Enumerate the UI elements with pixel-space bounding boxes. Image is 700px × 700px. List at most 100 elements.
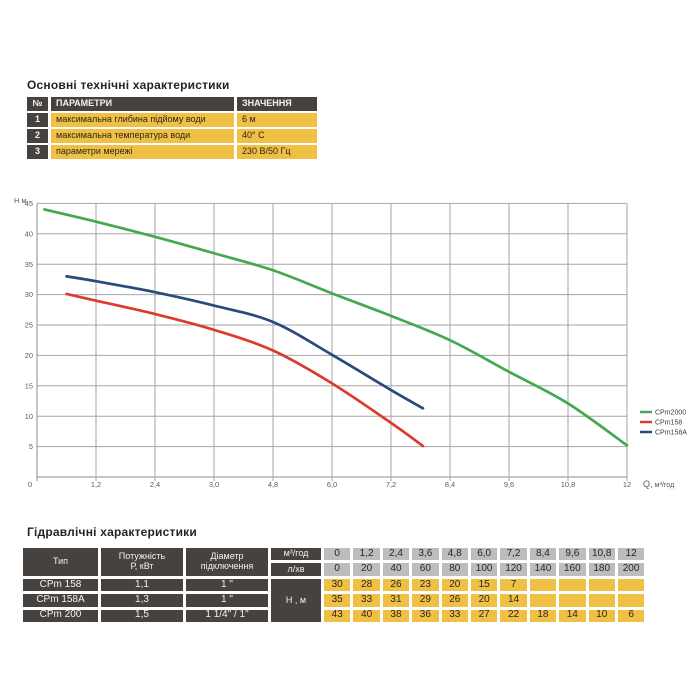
- hyd-head-value: 15: [470, 579, 498, 592]
- x-tick-label: 2,4: [150, 480, 160, 489]
- y-tick-label: 25: [25, 321, 33, 330]
- x-tick-label: 6,0: [327, 480, 337, 489]
- hyd-column-header: Потужність Р, кВт: [101, 548, 183, 576]
- hyd-pump-power: 1,1: [101, 579, 183, 592]
- hyd-flow-value: 1,2: [353, 548, 380, 561]
- hyd-head-value: [529, 578, 557, 592]
- hyd-flow-value: 4,8: [441, 548, 468, 561]
- hyd-head-value: 7: [500, 579, 527, 592]
- hyd-head-value: 26: [382, 579, 410, 592]
- hyd-head-value: 38: [382, 609, 410, 622]
- hyd-flow-value: 10,8: [588, 548, 615, 561]
- y-tick-label: 15: [25, 381, 33, 390]
- hyd-flow-value: 180: [588, 563, 615, 576]
- y-tick-label: 30: [25, 290, 33, 299]
- hyd-head-value: [559, 578, 586, 592]
- hyd-flow-unit-m3h: м³/год: [271, 548, 321, 561]
- hyd-head-value: 20: [441, 579, 468, 592]
- technical-table: № ПАРАМЕТРИ ЗНАЧЕННЯ 1 максимальна глибина п…: [27, 97, 317, 159]
- hyd-flow-value: 8,4: [529, 548, 557, 561]
- hyd-pump-diameter: 1 ": [186, 594, 268, 607]
- hyd-head-value: 27: [470, 609, 498, 622]
- hyd-head-value: 20: [470, 594, 498, 607]
- y-tick-label: 45: [25, 199, 33, 208]
- hyd-head-value: 31: [382, 594, 410, 607]
- hyd-head-value: 28: [353, 579, 380, 592]
- hyd-head-value: 23: [412, 579, 439, 592]
- hydraulic-section-title: Гідравлічні характеристики: [27, 525, 197, 539]
- hyd-pump-type: CPm 200: [23, 609, 98, 622]
- x-tick-label: 1,2: [91, 480, 101, 489]
- tech-row-value: 6 м: [237, 113, 317, 127]
- hyd-head-value: 30: [324, 579, 351, 592]
- tech-row-number: 3: [27, 145, 48, 159]
- hyd-flow-value: 20: [353, 563, 380, 576]
- y-tick-label: 35: [25, 260, 33, 269]
- hyd-pump-power: 1,5: [101, 609, 183, 622]
- hyd-flow-value: 3,6: [412, 548, 439, 561]
- hyd-flow-value: 200: [617, 563, 645, 576]
- hyd-head-value: 40: [353, 609, 380, 622]
- hyd-head-value: 36: [412, 609, 439, 622]
- hyd-pump-power: 1,3: [101, 594, 183, 607]
- hyd-head-value: 35: [324, 594, 351, 607]
- tech-row-parameter: максимальна температура води: [51, 129, 234, 143]
- hyd-pump-type: CPm 158A: [23, 594, 98, 607]
- x-tick-label: 10,8: [561, 480, 575, 489]
- tech-row-value: 230 В/50 Гц: [237, 145, 317, 159]
- pump-curves-chart: 5 10 15 20 25 30 35 40 45 0 1,2 2,4 3,0 4,8 6,0 7,2 8,4 9…: [0, 190, 700, 510]
- hyd-flow-value: 12: [617, 548, 645, 561]
- hyd-head-value: 43: [324, 609, 351, 622]
- x-axis-title: Q, м³/год: [643, 479, 675, 489]
- y-tick-label: 20: [25, 351, 33, 360]
- hyd-pump-diameter: 1 ": [186, 579, 268, 592]
- hyd-head-value: 6: [617, 609, 645, 622]
- hyd-head-value: 33: [353, 594, 380, 607]
- hyd-flow-value: 7,2: [500, 548, 527, 561]
- tech-header-parameter: ПАРАМЕТРИ: [51, 97, 234, 111]
- hyd-flow-value: 80: [441, 563, 468, 576]
- hyd-flow-value: 100: [470, 563, 498, 576]
- tech-header-number: №: [27, 97, 48, 111]
- x-tick-label: 9,6: [504, 480, 514, 489]
- technical-section-title: Основні технічні характеристики: [27, 78, 230, 92]
- tech-row-value: 40° С: [237, 129, 317, 143]
- y-tick-label: 10: [25, 412, 33, 421]
- curve-CPm2000: [43, 208, 629, 447]
- hyd-head-value: [588, 594, 615, 607]
- hyd-pump-diameter: 1 1/4" / 1": [186, 609, 268, 622]
- hyd-flow-value: 2,4: [382, 548, 410, 561]
- tech-row-number: 2: [27, 129, 48, 143]
- x-tick-label: 12: [623, 480, 631, 489]
- pump-curves-svg: 5 10 15 20 25 30 35 40 45 0 1,2 2,4 3,0 4,8 6,0 7,2 8,4 9…: [14, 196, 687, 489]
- hyd-head-value: [559, 594, 586, 607]
- curve-CPm158A: [65, 275, 425, 410]
- hyd-head-value: 10: [588, 609, 615, 622]
- hyd-column-header: Тип: [23, 548, 98, 576]
- y-tick-label: 5: [29, 442, 33, 451]
- hyd-flow-value: 9,6: [559, 548, 586, 561]
- hyd-flow-value: 40: [382, 563, 410, 576]
- x-tick-label: 8,4: [445, 480, 455, 489]
- legend-label: CPm158A: [655, 430, 687, 437]
- hyd-pump-type: CPm 158: [23, 579, 98, 592]
- hyd-head-value: [529, 594, 557, 607]
- tech-row-number: 1: [27, 113, 48, 127]
- hyd-flow-unit-lmin: л/хв: [271, 563, 321, 576]
- legend-label: CPm2000: [655, 410, 686, 417]
- x-tick-label: 4,8: [268, 480, 278, 489]
- hyd-head-value: 26: [441, 594, 468, 607]
- hyd-flow-value: 0: [324, 563, 351, 576]
- hyd-head-value: 14: [500, 594, 527, 607]
- origin-tick-label: 0: [28, 480, 32, 489]
- hyd-head-value: [617, 594, 645, 607]
- hyd-flow-value: 160: [559, 563, 586, 576]
- tech-row-parameter: максимальна глибина підйому води: [51, 113, 234, 127]
- legend-label: CPm158: [655, 420, 682, 427]
- hyd-head-value: 18: [529, 609, 557, 622]
- tech-row-parameter: параметри мережі: [51, 145, 234, 159]
- hyd-head-value: [617, 578, 645, 592]
- hyd-flow-value: 6,0: [470, 548, 498, 561]
- x-tick-label: 7,2: [386, 480, 396, 489]
